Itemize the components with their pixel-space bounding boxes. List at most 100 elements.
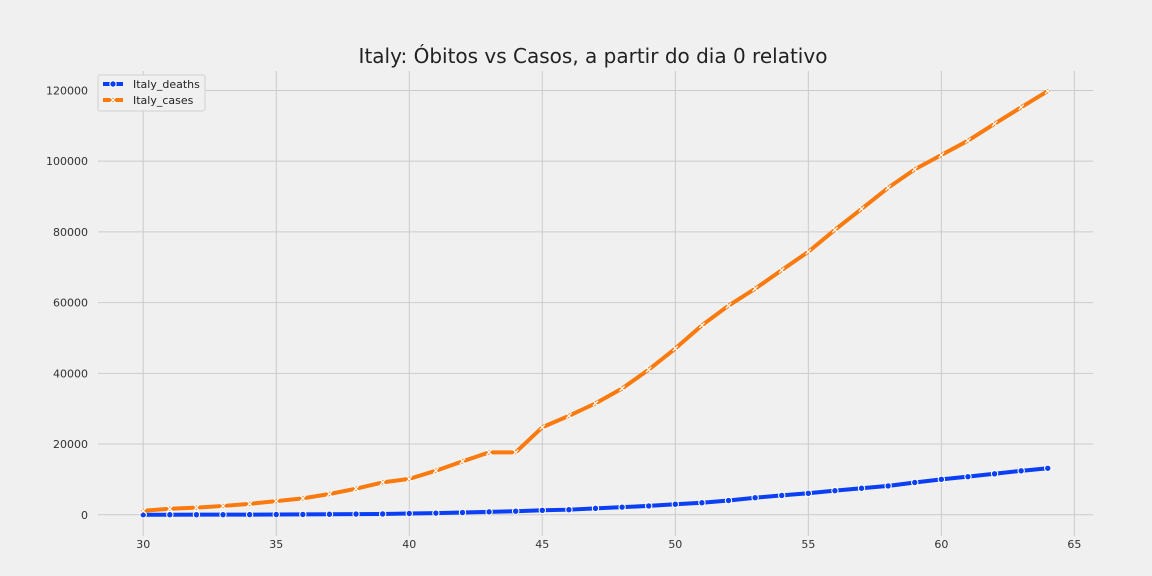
data-point bbox=[193, 504, 200, 511]
data-point bbox=[672, 345, 679, 352]
data-point bbox=[751, 494, 759, 502]
series-Italy_cases bbox=[140, 88, 1051, 514]
data-point bbox=[698, 322, 705, 329]
data-point bbox=[591, 504, 600, 513]
data-point bbox=[272, 510, 280, 519]
legend: Italy_deaths Italy_cases bbox=[97, 74, 206, 112]
data-point bbox=[538, 506, 546, 515]
data-point bbox=[379, 479, 386, 486]
data-point bbox=[273, 498, 280, 505]
data-point bbox=[299, 510, 307, 519]
x-axis-ticks: 30 35 40 45 50 55 60 65 bbox=[136, 538, 1081, 551]
data-point bbox=[857, 484, 866, 492]
data-point bbox=[618, 503, 626, 511]
x-tick-label: 35 bbox=[269, 538, 283, 551]
legend-item: Italy_deaths bbox=[103, 78, 200, 91]
x-tick-label: 55 bbox=[801, 538, 815, 551]
data-point bbox=[990, 470, 999, 478]
legend-label: Italy_cases bbox=[133, 94, 194, 107]
data-point bbox=[326, 490, 333, 498]
data-point bbox=[220, 502, 227, 509]
x-tick-label: 45 bbox=[535, 538, 549, 551]
y-tick-label: 60000 bbox=[53, 297, 88, 310]
data-point bbox=[645, 502, 653, 510]
data-point bbox=[964, 472, 972, 481]
legend-marker bbox=[109, 96, 117, 104]
data-point bbox=[432, 509, 440, 517]
legend-item: Italy_cases bbox=[103, 94, 194, 107]
data-point bbox=[245, 510, 254, 519]
y-tick-label: 80000 bbox=[53, 226, 88, 239]
x-tick-label: 65 bbox=[1067, 538, 1081, 551]
y-tick-label: 0 bbox=[81, 509, 88, 522]
data-point bbox=[937, 475, 946, 484]
data-point bbox=[511, 507, 520, 515]
data-point bbox=[1044, 88, 1051, 95]
data-point bbox=[565, 505, 573, 514]
data-point bbox=[325, 510, 334, 518]
legend-marker bbox=[109, 80, 117, 88]
data-point bbox=[299, 495, 306, 502]
data-point bbox=[752, 285, 759, 292]
data-point bbox=[804, 489, 813, 497]
y-tick-label: 120000 bbox=[46, 84, 88, 97]
data-point bbox=[486, 449, 493, 456]
data-point bbox=[885, 184, 892, 191]
data-point bbox=[378, 510, 387, 518]
data-point bbox=[778, 491, 786, 500]
data-point bbox=[166, 505, 173, 512]
data-point bbox=[724, 496, 733, 505]
data-point bbox=[459, 458, 466, 465]
series-Italy_deaths bbox=[139, 464, 1052, 519]
data-point bbox=[725, 302, 732, 309]
data-point bbox=[353, 485, 360, 492]
data-point bbox=[219, 510, 227, 519]
data-point bbox=[512, 449, 519, 456]
data-point bbox=[565, 412, 572, 419]
data-point bbox=[991, 120, 998, 127]
data-point bbox=[911, 478, 919, 487]
data-point bbox=[166, 511, 174, 519]
data-point bbox=[884, 482, 892, 490]
data-point bbox=[858, 205, 865, 212]
data-point bbox=[831, 486, 839, 495]
y-tick-label: 20000 bbox=[53, 438, 88, 451]
series-group bbox=[139, 88, 1052, 519]
x-tick-label: 40 bbox=[402, 538, 416, 551]
x-tick-label: 50 bbox=[668, 538, 682, 551]
data-point bbox=[140, 507, 147, 514]
data-point bbox=[619, 385, 626, 392]
chart-title: Italy: Óbitos vs Casos, a partir do dia … bbox=[359, 44, 828, 68]
data-point bbox=[911, 166, 918, 173]
y-axis-ticks: 0 20000 40000 60000 80000 100000 120000 bbox=[46, 84, 88, 521]
data-point bbox=[698, 499, 706, 507]
data-point bbox=[805, 248, 812, 255]
data-point bbox=[406, 475, 413, 482]
legend-box bbox=[97, 74, 206, 112]
data-point bbox=[539, 424, 546, 431]
data-point bbox=[432, 467, 439, 474]
legend-label: Italy_deaths bbox=[133, 78, 200, 91]
y-tick-label: 100000 bbox=[46, 155, 88, 168]
data-point bbox=[1017, 467, 1025, 475]
data-point bbox=[352, 510, 360, 518]
data-point bbox=[458, 508, 467, 517]
data-point bbox=[938, 151, 945, 159]
data-point bbox=[778, 267, 785, 274]
data-point bbox=[671, 500, 680, 508]
x-tick-label: 30 bbox=[136, 538, 150, 551]
data-point bbox=[485, 508, 493, 516]
data-point bbox=[192, 510, 201, 519]
data-point bbox=[1018, 104, 1025, 111]
data-point bbox=[246, 500, 253, 507]
data-point bbox=[405, 509, 413, 518]
plot-area bbox=[98, 71, 1093, 536]
data-point bbox=[645, 366, 652, 373]
data-point bbox=[831, 226, 838, 233]
data-point bbox=[592, 400, 599, 407]
x-tick-label: 60 bbox=[934, 538, 948, 551]
data-point bbox=[1044, 464, 1052, 472]
y-tick-label: 40000 bbox=[53, 367, 88, 380]
